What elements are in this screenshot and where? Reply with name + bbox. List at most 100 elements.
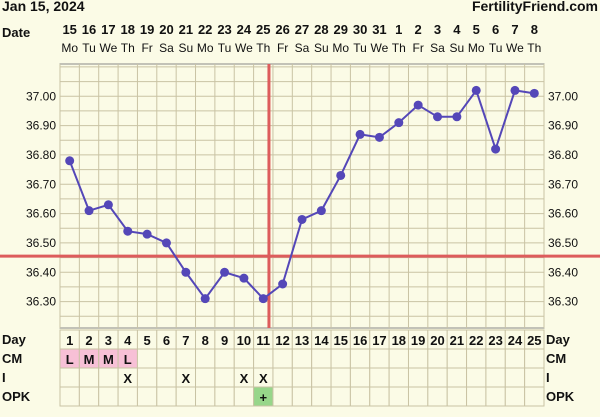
cm-row-label: CM — [2, 351, 23, 366]
date-label: 27 — [295, 22, 309, 37]
weekday-label: We — [506, 41, 524, 55]
day-number: 8 — [202, 333, 209, 348]
table-cell — [136, 386, 158, 407]
date-label: 23 — [217, 22, 231, 37]
table-cell — [349, 386, 371, 407]
cm-value: L — [66, 352, 74, 367]
temperature-point — [355, 129, 365, 139]
temperature-point — [510, 85, 520, 95]
chart-start-date: Jan 15, 2024 — [2, 0, 85, 14]
weekday-label: Tu — [489, 41, 503, 55]
y-tick-label-right: 36.80 — [548, 148, 578, 162]
intercourse-mark: X — [123, 371, 132, 386]
day-number: 5 — [144, 333, 151, 348]
date-label: 25 — [256, 22, 270, 37]
table-cell — [175, 386, 197, 407]
table-cell — [330, 348, 351, 369]
table-cell — [427, 367, 448, 388]
day-number: 17 — [372, 333, 386, 348]
table-cell — [156, 367, 177, 388]
table-cell — [233, 348, 255, 369]
table-cell — [272, 386, 293, 407]
date-label: 6 — [492, 22, 499, 37]
table-cell — [253, 348, 274, 369]
table-cell — [117, 386, 138, 407]
cm-row-label-right: CM — [546, 351, 567, 366]
y-tick-label-right: 36.60 — [548, 207, 578, 221]
table-cell — [272, 348, 293, 369]
table-cell — [330, 386, 351, 407]
table-cell — [427, 348, 448, 369]
temperature-point — [220, 267, 230, 277]
plot-area — [59, 63, 545, 329]
table-cell — [291, 348, 313, 369]
day-number: 14 — [314, 333, 329, 348]
temperature-point — [374, 132, 384, 142]
table-cell — [446, 386, 468, 407]
table-cell — [485, 348, 506, 369]
day-number: 23 — [488, 333, 502, 348]
table-cell — [369, 386, 390, 407]
temperature-point — [84, 206, 94, 216]
day-number: 21 — [450, 333, 464, 348]
table-cell — [485, 386, 506, 407]
cm-value: L — [124, 352, 132, 367]
day-number: 16 — [353, 333, 367, 348]
intercourse-row-label-right: I — [546, 370, 550, 385]
date-label: 31 — [372, 22, 386, 37]
weekday-label: Mo — [61, 41, 78, 55]
table-cell — [195, 386, 216, 407]
date-label: 30 — [353, 22, 367, 37]
date-label: 26 — [275, 22, 289, 37]
temperature-point — [161, 238, 171, 248]
date-label: 19 — [140, 22, 154, 37]
date-label: 21 — [179, 22, 193, 37]
table-cell — [485, 367, 506, 388]
day-number: 6 — [163, 333, 170, 348]
weekday-label: Sa — [295, 41, 310, 55]
brand-name[interactable]: FertilityFriend.com — [471, 0, 598, 14]
temperature-point — [394, 118, 404, 128]
date-row-label: Date — [2, 25, 31, 40]
table-cell — [311, 348, 332, 369]
temperature-point — [433, 112, 443, 122]
table-cell — [446, 367, 468, 388]
y-tick-label-left: 37.00 — [26, 89, 56, 103]
weekday-label: Fr — [412, 41, 423, 55]
day-number: 15 — [333, 333, 347, 348]
date-label: 24 — [237, 22, 252, 37]
weekday-label: Mo — [197, 41, 214, 55]
day-number: 2 — [85, 333, 92, 348]
table-cell — [311, 386, 332, 407]
date-label: 3 — [434, 22, 441, 37]
weekday-label: Th — [392, 41, 406, 55]
table-cell — [233, 386, 255, 407]
table-cell — [195, 367, 216, 388]
weekday-label: We — [100, 41, 118, 55]
table-cell — [504, 348, 526, 369]
y-tick-label-left: 36.60 — [26, 207, 56, 221]
weekday-label: Su — [178, 41, 193, 55]
y-tick-label-left: 36.80 — [26, 148, 56, 162]
weekday-label: Th — [527, 41, 541, 55]
table-cell — [407, 348, 429, 369]
temperature-point — [491, 144, 501, 154]
weekday-label: Tu — [82, 41, 96, 55]
y-tick-label-left: 36.70 — [26, 177, 56, 191]
cm-value: M — [103, 352, 114, 367]
table-cell — [195, 348, 216, 369]
weekday-label: Mo — [468, 41, 485, 55]
day-number: 20 — [430, 333, 444, 348]
temperature-point — [529, 88, 539, 98]
date-label: 15 — [62, 22, 76, 37]
table-cell — [349, 367, 371, 388]
opk-result: + — [259, 390, 267, 405]
table-cell — [466, 386, 487, 407]
day-number: 22 — [469, 333, 483, 348]
day-number: 4 — [124, 333, 132, 348]
table-cell — [407, 367, 429, 388]
table-cell — [78, 367, 100, 388]
y-tick-label-right: 36.40 — [548, 265, 578, 279]
date-label: 29 — [333, 22, 347, 37]
temperature-point — [181, 267, 191, 277]
